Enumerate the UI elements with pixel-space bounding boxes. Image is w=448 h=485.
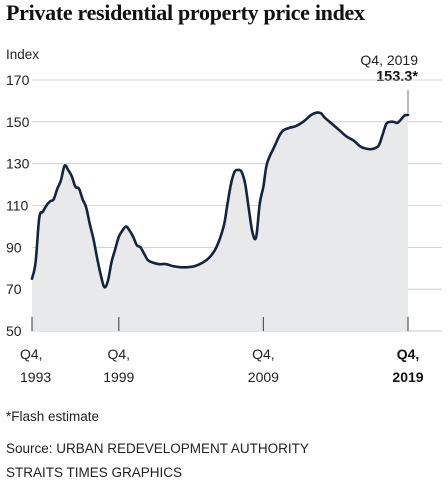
x-tick-label-line1-0: Q4, (20, 346, 43, 362)
x-tick-label-line2-0: 1993 (20, 369, 51, 385)
y-tick-label-130: 130 (6, 156, 30, 172)
x-tick-label-line1-1: Q4, (107, 346, 130, 362)
y-tick-label-90: 90 (6, 239, 22, 255)
y-tick-label-70: 70 (6, 281, 22, 297)
y-tick-label-170: 170 (6, 72, 30, 88)
x-tick-label-line1-2: Q4, (252, 346, 275, 362)
y-tick-label-110: 110 (6, 198, 29, 214)
footnote: *Flash estimate (6, 409, 100, 424)
source-line-2: STRAITS TIMES GRAPHICS (6, 465, 183, 480)
y-axis-label: Index (6, 47, 40, 62)
y-tick-label-150: 150 (6, 114, 30, 130)
y-tick-label-50: 50 (6, 323, 22, 339)
chart-title: Private residential property price index (6, 0, 365, 25)
line-layer (30, 111, 410, 289)
x-tick-label-line2-1: 1999 (103, 369, 134, 385)
series-area-fill (32, 112, 408, 331)
source-line-1: Source: URBAN REDEVELOPMENT AUTHORITY (6, 441, 309, 456)
x-tick-label-line2-2: 2009 (248, 369, 279, 385)
axis-layer: 50 70 90 110 130 150 170 Q4, 1993 Q4, 1999 Q4, 2009 Q… (6, 72, 424, 385)
x-tick-label-line2-3: 2019 (392, 369, 423, 385)
latest-period-label: Q4, 2019 (360, 52, 418, 68)
x-tick-label-line1-3: Q4, (397, 346, 420, 362)
latest-value-label: 153.3* (376, 69, 418, 85)
area-layer (32, 112, 408, 331)
